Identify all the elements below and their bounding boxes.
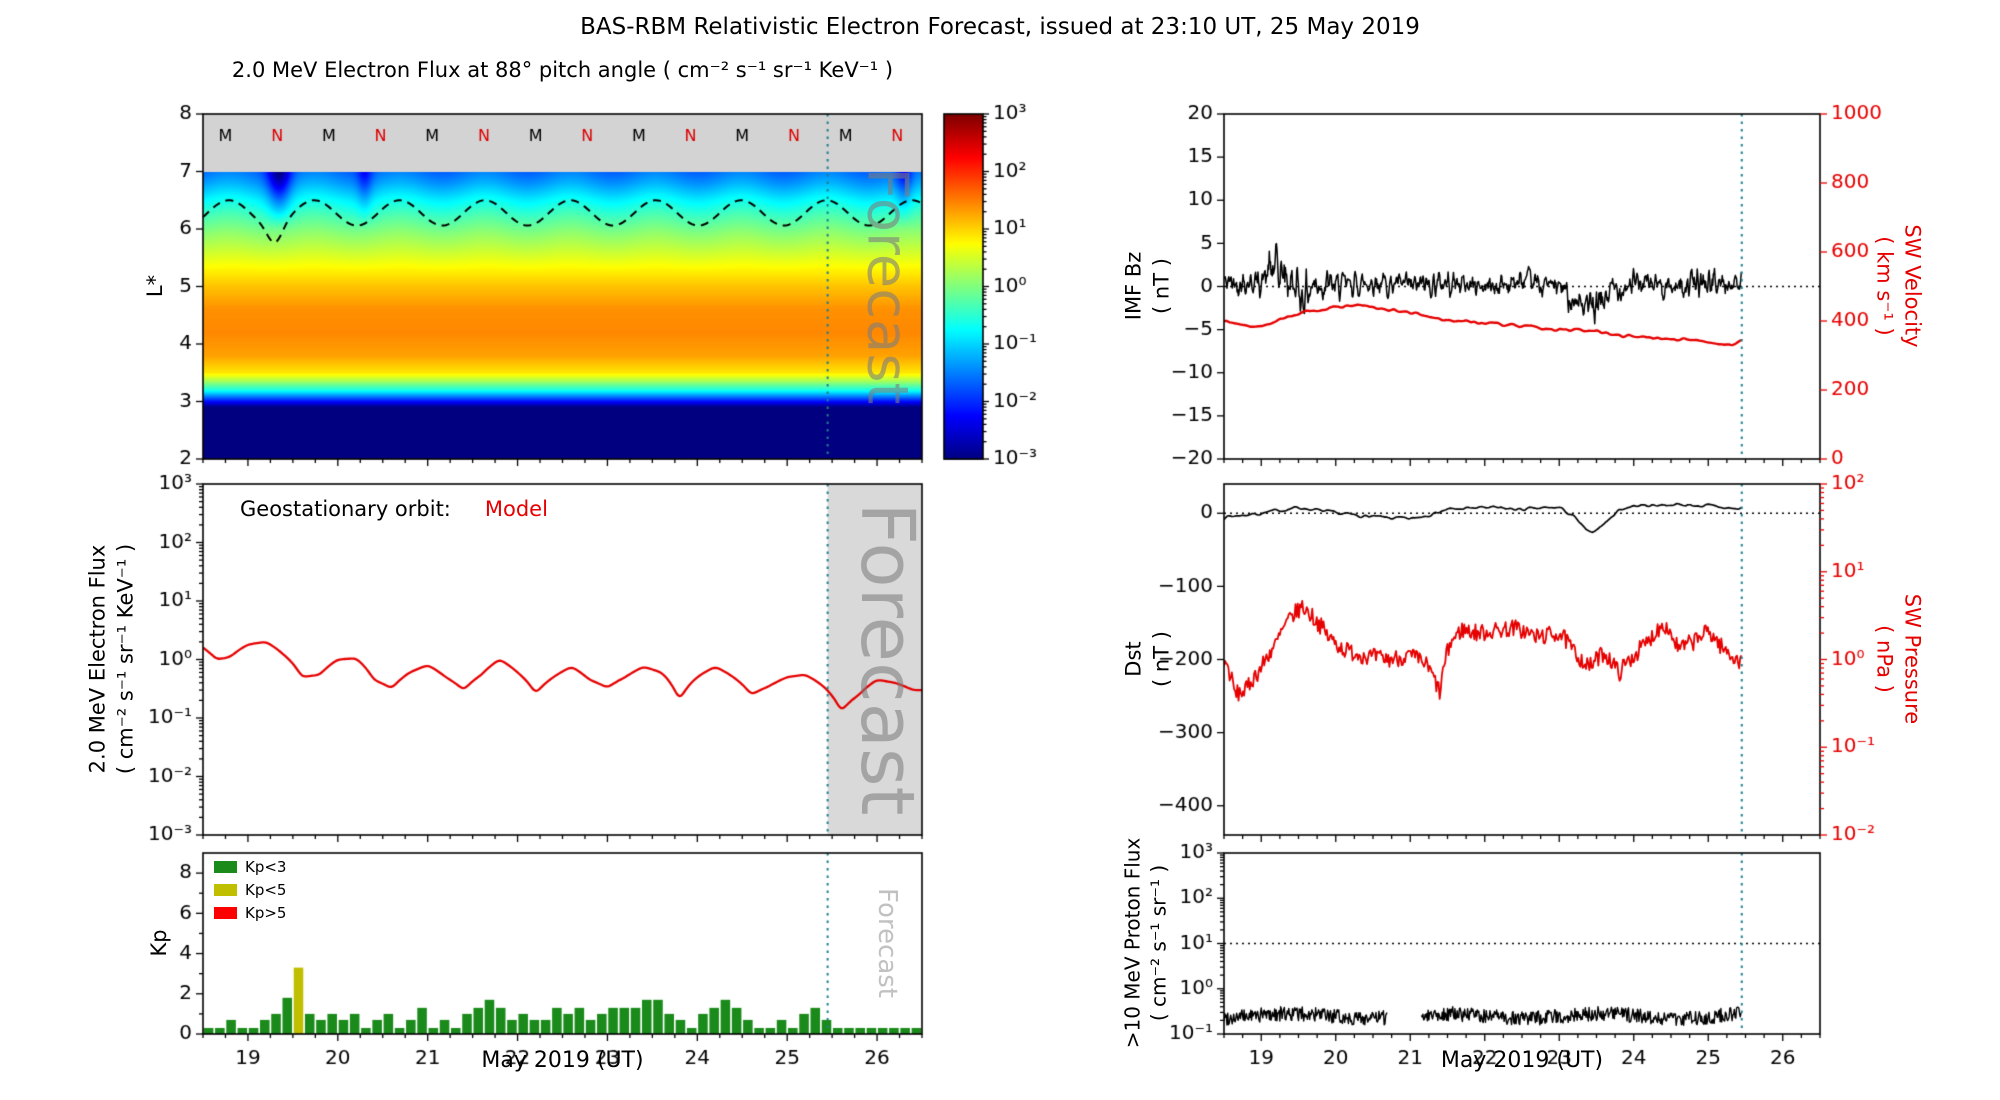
imf-bz-ylabel-line2: ( nT ) — [1149, 258, 1173, 314]
kp-legend: Kp<3 Kp<5 Kp>5 — [214, 858, 286, 927]
figure-title: BAS-RBM Relativistic Electron Forecast, … — [580, 14, 1420, 40]
imf-bz-ylabel: IMF Bz ( nT ) — [1120, 252, 1175, 321]
dst-ylabel-line2: ( nT ) — [1149, 631, 1173, 687]
heatmap-title: 2.0 MeV Electron Flux at 88° pitch angle… — [231, 58, 894, 82]
kp-legend-label-lt5: Kp<5 — [245, 881, 287, 899]
gso-model-label: Model — [484, 497, 548, 521]
heatmap-ylabel: L* — [143, 274, 168, 298]
kp-legend-swatch-lt5 — [214, 884, 237, 896]
sw-velocity-ylabel-line1: SW Velocity — [1900, 224, 1925, 348]
forecast-watermark-heatmap: Forecast — [854, 167, 920, 405]
kp-ylabel: Kp — [147, 929, 172, 957]
xlabel-left: May 2019 (UT) — [481, 1048, 644, 1073]
sw-velocity-ylabel: SW Velocity ( km s⁻¹ ) — [1870, 224, 1925, 347]
proton-flux-ylabel: >10 MeV Proton Flux ( cm⁻² s⁻¹ sr⁻¹ ) — [1120, 838, 1173, 1049]
sw-pressure-ylabel-line1: SW Pressure — [1900, 593, 1925, 725]
kp-legend-row-lt5: Kp<5 — [214, 881, 286, 899]
gso-flux-ylabel-line1: 2.0 MeV Electron Flux — [85, 544, 110, 774]
dst-ylabel: Dst ( nT ) — [1120, 631, 1175, 687]
kp-legend-label-gt5: Kp>5 — [245, 904, 287, 922]
gso-annotation: Geostationary orbit: Model — [240, 497, 548, 521]
xlabel-right: May 2019 (UT) — [1440, 1048, 1604, 1073]
imf-bz-ylabel-line1: IMF Bz — [1121, 251, 1146, 321]
proton-flux-ylabel-line2: ( cm⁻² s⁻¹ sr⁻¹ ) — [1147, 864, 1171, 1022]
forecast-watermark-flux: Forecast — [844, 502, 930, 816]
proton-flux-ylabel-line1: >10 MeV Proton Flux — [1120, 837, 1145, 1049]
sw-velocity-ylabel-line2: ( km s⁻¹ ) — [1873, 236, 1897, 336]
dst-ylabel-line1: Dst — [1121, 641, 1146, 677]
kp-legend-swatch-lt3 — [214, 861, 237, 873]
kp-legend-row-lt3: Kp<3 — [214, 858, 286, 876]
gso-flux-ylabel: 2.0 MeV Electron Flux ( cm⁻² s⁻¹ sr⁻¹ Ke… — [84, 544, 139, 774]
kp-legend-row-gt5: Kp>5 — [214, 904, 286, 922]
kp-legend-swatch-gt5 — [214, 907, 237, 919]
forecast-watermark-kp: Forecast — [872, 887, 902, 999]
sw-pressure-ylabel-line2: ( nPa ) — [1873, 625, 1897, 693]
kp-legend-label-lt3: Kp<3 — [245, 858, 287, 876]
gso-flux-ylabel-line2: ( cm⁻² s⁻¹ sr⁻¹ KeV⁻¹ ) — [113, 543, 137, 775]
sw-pressure-ylabel: SW Pressure ( nPa ) — [1870, 594, 1925, 724]
gso-annotation-prefix: Geostationary orbit: — [240, 497, 451, 521]
